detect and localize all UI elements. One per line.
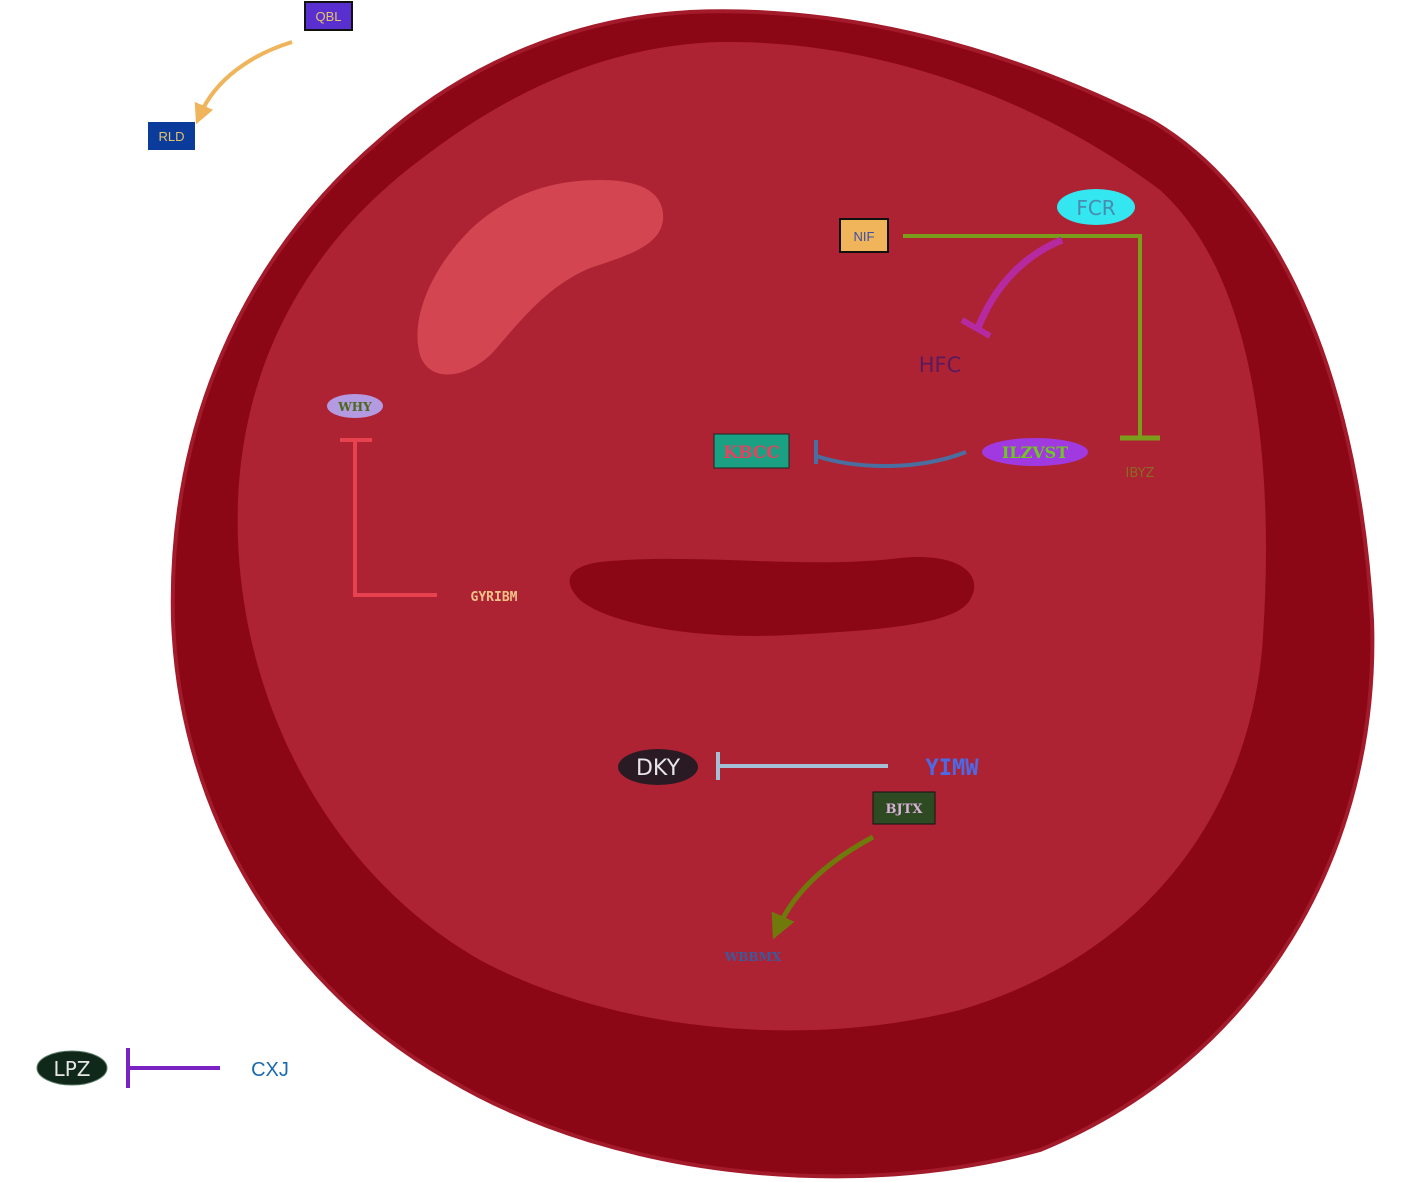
edge-bjtx-wbbmx — [771, 834, 875, 940]
node-qbl-label: QBL — [315, 9, 341, 24]
node-yimw-label: YIMW — [926, 756, 980, 781]
cell-cytoplasm — [237, 41, 1266, 1031]
node-bjtx-label: BJTX — [886, 802, 924, 817]
node-nif-label: NIF — [854, 229, 875, 244]
node-lpz-label: LPZ — [54, 1057, 91, 1081]
node-dky: DKY — [618, 749, 698, 785]
node-why: WHY — [327, 394, 383, 418]
edge-qbl-rld — [194, 40, 293, 125]
node-fcr: FCR — [1057, 189, 1135, 225]
edge-nif-ibyz — [903, 234, 1142, 438]
node-kbcc: KBCC — [713, 433, 790, 469]
nucleus-slit — [569, 557, 975, 636]
node-rld-label: RLD — [158, 129, 184, 144]
node-dky-label: DKY — [636, 756, 681, 781]
node-nif: NIF — [839, 218, 889, 253]
node-hfc-label: HFC — [919, 353, 962, 377]
node-fcr-label: FCR — [1076, 196, 1115, 220]
node-ilzvst: ILZVST — [982, 438, 1088, 466]
cell-highlight — [417, 180, 664, 375]
node-qbl: QBL — [304, 1, 353, 31]
node-bjtx: BJTX — [872, 791, 936, 825]
node-lpz: LPZ — [36, 1050, 108, 1086]
node-wbbmx-label: WBBMX — [724, 950, 782, 964]
node-cxj-label: CXJ — [251, 1059, 289, 1081]
edge-gyribm-why — [353, 440, 437, 597]
node-gyribm-label: GYRIBM — [471, 590, 518, 605]
edge-fcr-hfc-bar — [960, 317, 992, 339]
node-rld: RLD — [148, 122, 195, 150]
node-kbcc-label: KBCC — [723, 443, 780, 463]
edge-fcr-hfc — [974, 236, 1064, 330]
node-ibyz-label: IBYZ — [1126, 466, 1155, 481]
node-ilzvst-label: ILZVST — [1002, 443, 1068, 462]
node-why-label: WHY — [337, 400, 372, 414]
edge-ilzvst-kbcc — [815, 450, 967, 469]
